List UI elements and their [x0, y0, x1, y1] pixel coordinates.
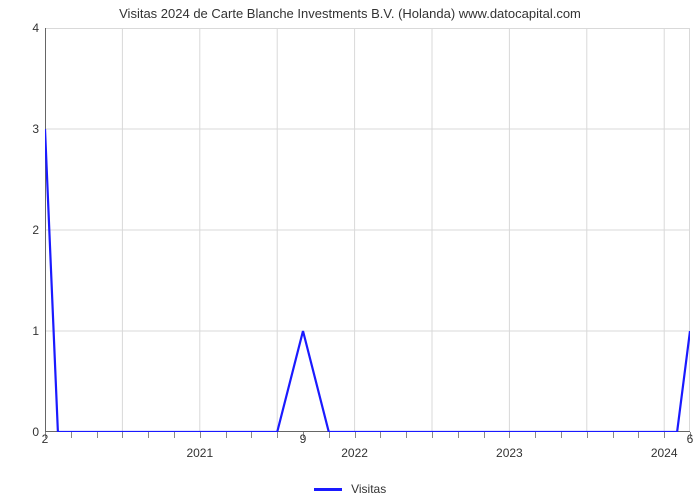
x-tick — [587, 432, 588, 438]
x-tick — [613, 432, 614, 438]
y-tick-label: 3 — [32, 122, 45, 136]
x-tick — [484, 432, 485, 438]
legend: Visitas — [0, 482, 700, 496]
x-tick — [432, 432, 433, 438]
x-tick — [561, 432, 562, 438]
legend-swatch — [314, 488, 342, 491]
y-tick-label: 4 — [32, 21, 45, 35]
chart-svg — [45, 28, 690, 432]
x-callout-label: 9 — [300, 432, 307, 446]
chart-container: Visitas 2024 de Carte Blanche Investment… — [0, 0, 700, 500]
x-tick — [535, 432, 536, 438]
x-tick — [329, 432, 330, 438]
y-tick-label: 1 — [32, 324, 45, 338]
x-tick — [406, 432, 407, 438]
x-tick — [277, 432, 278, 438]
x-year-label: 2024 — [651, 432, 678, 460]
x-tick — [71, 432, 72, 438]
legend-label: Visitas — [351, 482, 386, 496]
x-tick — [148, 432, 149, 438]
x-tick — [226, 432, 227, 438]
x-year-label: 2023 — [496, 432, 523, 460]
x-year-label: 2021 — [186, 432, 213, 460]
x-tick — [174, 432, 175, 438]
x-tick — [638, 432, 639, 438]
chart-title: Visitas 2024 de Carte Blanche Investment… — [0, 6, 700, 21]
plot-area: 012342021202220232024296 — [45, 28, 690, 432]
x-tick — [458, 432, 459, 438]
y-tick-label: 2 — [32, 223, 45, 237]
x-tick — [380, 432, 381, 438]
x-callout-label: 2 — [42, 432, 49, 446]
x-callout-label: 6 — [687, 432, 694, 446]
x-year-label: 2022 — [341, 432, 368, 460]
x-tick — [122, 432, 123, 438]
x-tick — [251, 432, 252, 438]
x-tick — [97, 432, 98, 438]
